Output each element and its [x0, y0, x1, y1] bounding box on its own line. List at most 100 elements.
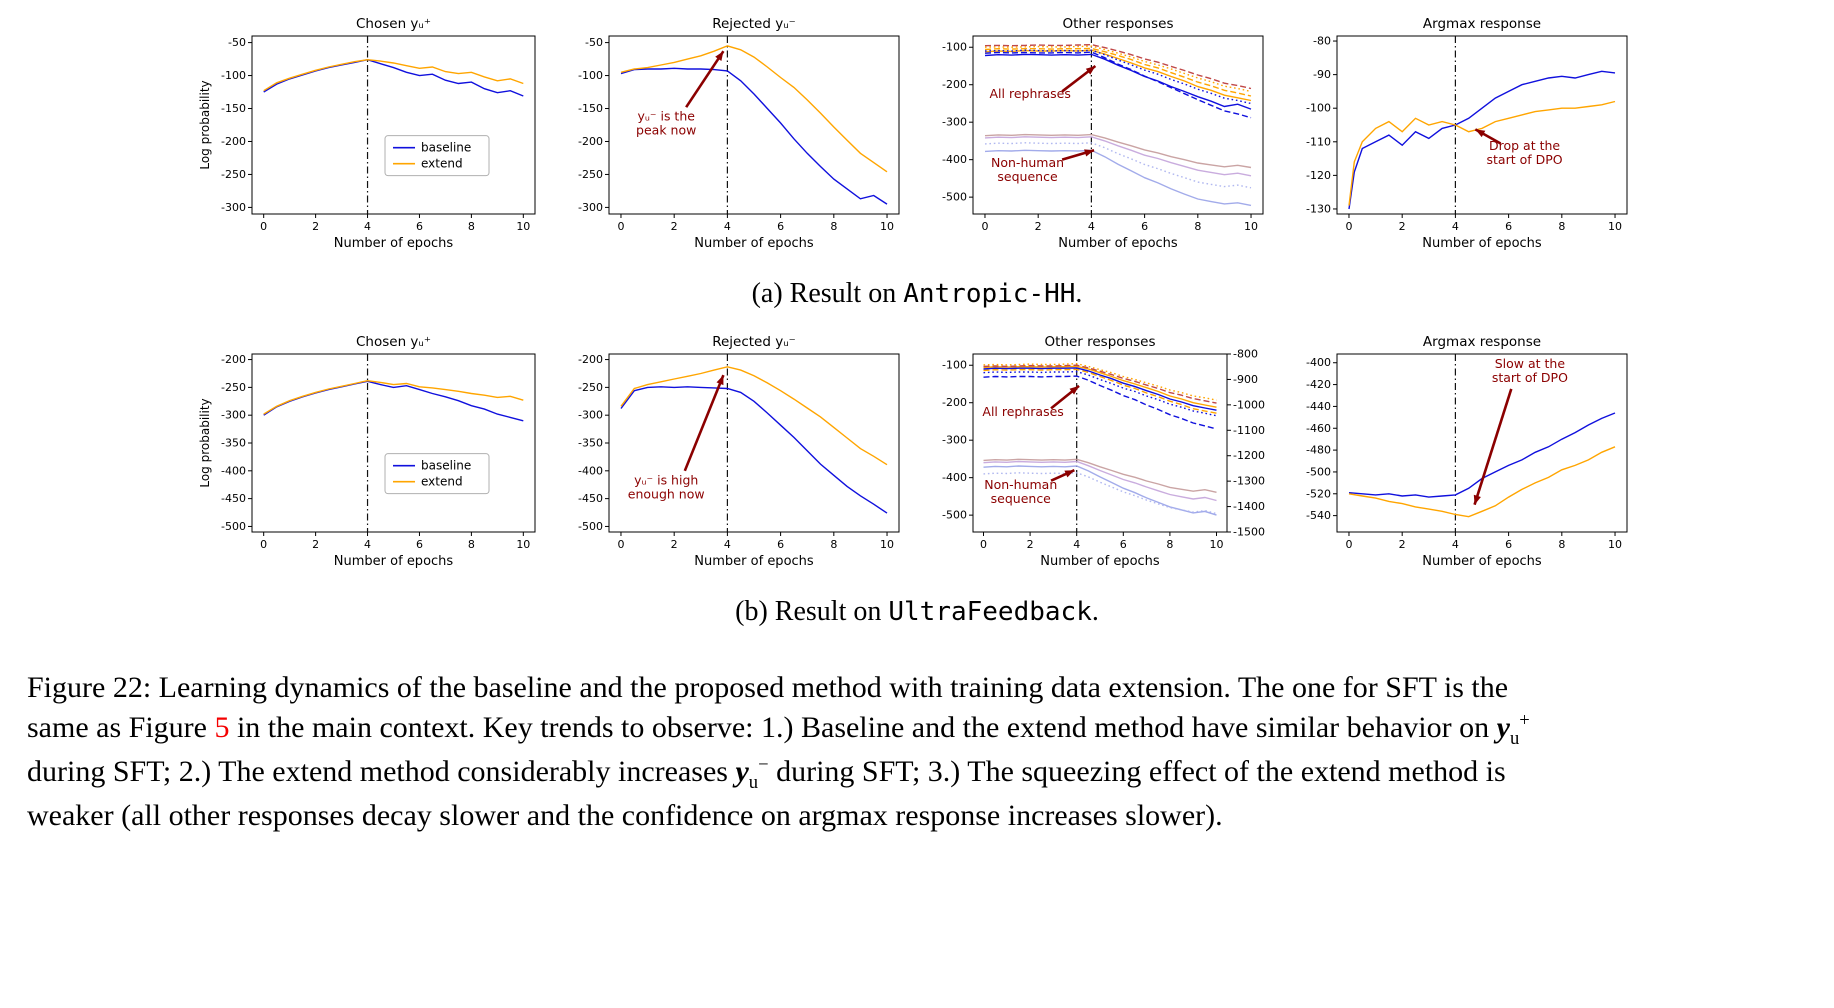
- svg-text:-420: -420: [1306, 378, 1331, 391]
- svg-text:Non-human: Non-human: [984, 477, 1057, 492]
- svg-text:Number of epochs: Number of epochs: [334, 236, 454, 251]
- svg-text:-200: -200: [221, 353, 246, 366]
- svg-text:-300: -300: [578, 409, 603, 422]
- svg-text:8: 8: [1558, 538, 1565, 551]
- svg-text:2: 2: [312, 220, 319, 233]
- svg-text:-540: -540: [1306, 509, 1331, 522]
- svg-text:4: 4: [724, 220, 731, 233]
- svg-text:Slow at the: Slow at the: [1495, 356, 1566, 371]
- svg-text:8: 8: [468, 220, 475, 233]
- svg-text:Log probability: Log probability: [198, 398, 212, 487]
- dataset-name: UltraFeedback: [888, 597, 1092, 627]
- svg-text:0: 0: [980, 538, 987, 551]
- svg-text:-1500: -1500: [1233, 526, 1265, 539]
- svg-text:Rejected yᵤ⁻: Rejected yᵤ⁻: [712, 334, 796, 350]
- svg-text:-800: -800: [1233, 348, 1258, 361]
- svg-text:0: 0: [1345, 220, 1352, 233]
- svg-text:-480: -480: [1306, 444, 1331, 457]
- svg-text:0: 0: [617, 220, 624, 233]
- svg-text:-50: -50: [228, 36, 246, 49]
- subplot-b-chosen: Chosen yᵤ⁺ 0 2 4 6 8 10 -200 -250 -300 -350 -400 -45…: [195, 332, 547, 572]
- svg-text:-200: -200: [942, 78, 967, 91]
- svg-text:8: 8: [830, 538, 837, 551]
- svg-text:yᵤ⁻ is high: yᵤ⁻ is high: [634, 473, 698, 488]
- svg-text:start of DPO: start of DPO: [1487, 152, 1563, 167]
- svg-text:Number of epochs: Number of epochs: [694, 554, 814, 569]
- svg-text:Number of epochs: Number of epochs: [1422, 236, 1542, 251]
- svg-text:-1200: -1200: [1233, 449, 1265, 462]
- svg-text:6: 6: [1120, 538, 1127, 551]
- subcaption-b: (b) Result on UltraFeedback.: [735, 596, 1099, 627]
- svg-text:4: 4: [1452, 220, 1459, 233]
- svg-text:Argmax response: Argmax response: [1423, 16, 1541, 32]
- svg-text:6: 6: [1505, 220, 1512, 233]
- svg-text:2: 2: [1027, 538, 1034, 551]
- svg-text:Other responses: Other responses: [1045, 334, 1156, 350]
- svg-text:-80: -80: [1313, 35, 1331, 48]
- svg-text:enough now: enough now: [628, 487, 705, 502]
- svg-text:8: 8: [1166, 538, 1173, 551]
- svg-text:All rephrases: All rephrases: [989, 86, 1070, 101]
- subplot-b-argmax: Argmax response 0 2 4 6 8 10 -400 -420 -440 -460 -4…: [1287, 332, 1639, 572]
- svg-text:-400: -400: [578, 464, 603, 477]
- svg-text:10: 10: [516, 220, 530, 233]
- math-y-symbol: yu−: [735, 754, 769, 794]
- svg-text:4: 4: [1088, 220, 1095, 233]
- svg-text:sequence: sequence: [997, 169, 1058, 184]
- svg-text:Log probability: Log probability: [198, 80, 212, 169]
- svg-text:-200: -200: [942, 396, 967, 409]
- svg-text:-300: -300: [578, 201, 603, 214]
- svg-text:Argmax response: Argmax response: [1423, 334, 1541, 350]
- svg-text:-50: -50: [585, 36, 603, 49]
- figure-row-antropic-hh: Chosen yᵤ⁺ 0 2 4 6 8 10 -50 -100 -150 -200 -250 -300…: [0, 0, 1834, 254]
- svg-text:-450: -450: [221, 492, 246, 505]
- svg-text:4: 4: [364, 220, 371, 233]
- svg-text:-300: -300: [942, 434, 967, 447]
- subcaption-a: (a) Result on Antropic-HH.: [751, 278, 1083, 309]
- svg-text:-350: -350: [578, 437, 603, 450]
- svg-text:2: 2: [1035, 220, 1042, 233]
- svg-text:-300: -300: [942, 116, 967, 129]
- svg-text:6: 6: [777, 538, 784, 551]
- subplot-a-rejected: Rejected yᵤ⁻ 0 2 4 6 8 10 -50 -100 -150 -200 -250 -3…: [559, 14, 911, 254]
- svg-text:0: 0: [1345, 538, 1352, 551]
- svg-text:-400: -400: [942, 471, 967, 484]
- svg-text:-460: -460: [1306, 422, 1331, 435]
- svg-text:6: 6: [416, 220, 423, 233]
- svg-text:-100: -100: [221, 69, 246, 82]
- svg-text:-200: -200: [578, 353, 603, 366]
- svg-text:peak now: peak now: [636, 122, 696, 137]
- subplot-b-other-responses: Other responses 0 2 4 6 8 10 -100 -200 -300 -400 -5…: [923, 332, 1275, 572]
- svg-text:-500: -500: [942, 191, 967, 204]
- svg-text:10: 10: [1608, 538, 1622, 551]
- svg-text:-250: -250: [578, 381, 603, 394]
- svg-text:-500: -500: [942, 509, 967, 522]
- svg-text:-1100: -1100: [1233, 424, 1265, 437]
- svg-text:2: 2: [671, 220, 678, 233]
- svg-text:-100: -100: [942, 41, 967, 54]
- dataset-name: Antropic-HH: [903, 279, 1076, 309]
- svg-text:extend: extend: [421, 475, 463, 489]
- svg-text:Rejected yᵤ⁻: Rejected yᵤ⁻: [712, 16, 796, 32]
- svg-text:Number of epochs: Number of epochs: [1422, 554, 1542, 569]
- svg-text:-100: -100: [1306, 102, 1331, 115]
- svg-text:Number of epochs: Number of epochs: [1040, 554, 1160, 569]
- svg-text:-500: -500: [578, 520, 603, 533]
- svg-text:-90: -90: [1313, 68, 1331, 81]
- svg-text:All rephrases: All rephrases: [982, 404, 1063, 419]
- svg-text:2: 2: [1399, 538, 1406, 551]
- svg-text:-1000: -1000: [1233, 398, 1265, 411]
- subplot-b-rejected: Rejected yᵤ⁻ 0 2 4 6 8 10 -200 -250 -300 -350 -400 -…: [559, 332, 911, 572]
- svg-text:Drop at the: Drop at the: [1489, 138, 1560, 153]
- svg-text:-250: -250: [578, 168, 603, 181]
- svg-text:10: 10: [1608, 220, 1622, 233]
- svg-text:-150: -150: [578, 102, 603, 115]
- svg-text:4: 4: [1452, 538, 1459, 551]
- svg-text:0: 0: [617, 538, 624, 551]
- svg-text:-300: -300: [221, 409, 246, 422]
- svg-text:sequence: sequence: [991, 491, 1052, 506]
- svg-text:-200: -200: [578, 135, 603, 148]
- svg-text:-120: -120: [1306, 169, 1331, 182]
- svg-text:Other responses: Other responses: [1063, 16, 1174, 32]
